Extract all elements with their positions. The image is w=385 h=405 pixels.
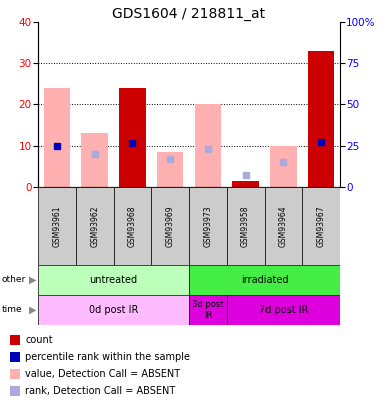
FancyBboxPatch shape	[227, 295, 340, 325]
Bar	[270, 146, 296, 187]
Text: 0d post IR: 0d post IR	[89, 305, 138, 315]
FancyBboxPatch shape	[114, 187, 151, 265]
Text: GSM93967: GSM93967	[316, 205, 326, 247]
Bar	[10, 369, 20, 379]
Text: GSM93973: GSM93973	[203, 205, 213, 247]
Text: ▶: ▶	[29, 275, 36, 285]
FancyBboxPatch shape	[151, 187, 189, 265]
Text: GSM93962: GSM93962	[90, 205, 99, 247]
Bar	[81, 133, 108, 187]
Text: untreated: untreated	[89, 275, 137, 285]
Text: rank, Detection Call = ABSENT: rank, Detection Call = ABSENT	[25, 386, 175, 396]
Bar	[10, 352, 20, 362]
FancyBboxPatch shape	[189, 265, 340, 295]
Text: GSM93964: GSM93964	[279, 205, 288, 247]
FancyBboxPatch shape	[38, 265, 189, 295]
Text: time: time	[2, 305, 23, 315]
Text: ▶: ▶	[29, 305, 36, 315]
FancyBboxPatch shape	[76, 187, 114, 265]
Text: value, Detection Call = ABSENT: value, Detection Call = ABSENT	[25, 369, 180, 379]
Text: percentile rank within the sample: percentile rank within the sample	[25, 352, 190, 362]
Text: other: other	[2, 275, 26, 284]
Text: GSM93961: GSM93961	[52, 205, 61, 247]
Bar	[119, 88, 146, 187]
Bar	[157, 152, 183, 187]
Bar	[10, 386, 20, 396]
FancyBboxPatch shape	[302, 187, 340, 265]
FancyBboxPatch shape	[189, 187, 227, 265]
Bar	[44, 88, 70, 187]
FancyBboxPatch shape	[38, 187, 76, 265]
Title: GDS1604 / 218811_at: GDS1604 / 218811_at	[112, 7, 266, 21]
FancyBboxPatch shape	[38, 295, 189, 325]
FancyBboxPatch shape	[264, 187, 302, 265]
Bar	[308, 51, 334, 187]
Text: irradiated: irradiated	[241, 275, 288, 285]
Text: GSM93969: GSM93969	[166, 205, 175, 247]
Bar	[195, 104, 221, 187]
FancyBboxPatch shape	[227, 187, 264, 265]
Text: 7d post IR: 7d post IR	[259, 305, 308, 315]
Text: count: count	[25, 335, 53, 345]
FancyBboxPatch shape	[189, 295, 227, 325]
Text: GSM93968: GSM93968	[128, 205, 137, 247]
Bar	[10, 335, 20, 345]
Bar	[233, 181, 259, 187]
Text: 3d post
IR: 3d post IR	[192, 300, 224, 320]
Text: GSM93958: GSM93958	[241, 205, 250, 247]
